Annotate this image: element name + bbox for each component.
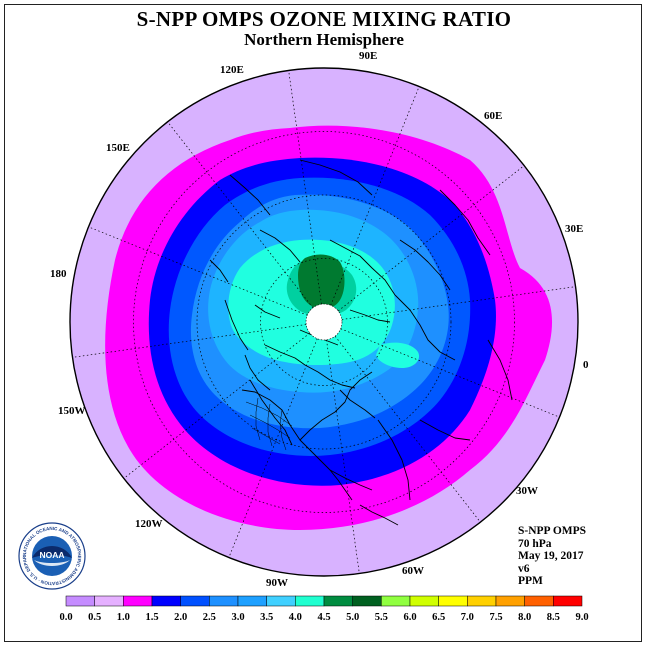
meridian-line	[330, 86, 420, 306]
colorbar-tick-label: 7.5	[489, 612, 502, 623]
colorbar-tick-label: 8.0	[518, 612, 531, 623]
colorbar-swatches	[65, 595, 583, 607]
colorbar-tick-label: 2.0	[174, 612, 187, 623]
polar-no-data-region	[305, 303, 343, 341]
colorbar-tick-label: 5.0	[346, 612, 359, 623]
colorbar-swatch	[65, 595, 95, 607]
longitude-label-90w: 90W	[266, 577, 288, 589]
graticule	[72, 70, 576, 574]
colorbar-swatch	[495, 595, 525, 607]
colorbar-tick-label: 5.5	[375, 612, 388, 623]
meridian-line	[340, 328, 560, 418]
colorbar-tick-label: 3.0	[231, 612, 244, 623]
colorbar-swatch	[438, 595, 468, 607]
colorbar-swatch	[209, 595, 239, 607]
meridian-line	[88, 226, 308, 316]
colorbar-swatch	[295, 595, 325, 607]
colorbar-tick-labels: 0.0 0.5 1.0 1.5 2.0 2.5 3.0 3.5 4.0 4.5 5.0 5.5 6.0 6…	[59, 612, 588, 623]
longitude-label-90e: 90E	[359, 50, 378, 62]
longitude-label-30w: 30W	[516, 485, 538, 497]
colorbar-tick-label: 0.0	[59, 612, 72, 623]
colorbar-swatch	[352, 595, 382, 607]
colorbar-swatch	[266, 595, 296, 607]
colorbar-swatch	[553, 595, 583, 607]
longitude-label-60w: 60W	[402, 565, 424, 577]
colorbar-tick-label: 0.5	[88, 612, 101, 623]
figure-title: S-NPP OMPS OZONE MIXING RATIO	[136, 7, 512, 31]
ozone-bin-5-0	[298, 254, 345, 310]
colorbar-tick-label: 2.5	[203, 612, 216, 623]
colorbar-tick-label: 3.5	[260, 612, 273, 623]
pressure-level-label: 70 hPa	[518, 537, 552, 550]
hemisphere-boundary	[69, 67, 579, 577]
meridian-line	[167, 121, 314, 309]
metadata-block: S-NPP OMPS 70 hPa May 19, 2017 v6 PPM	[518, 525, 586, 588]
colorbar-swatch	[381, 595, 411, 607]
colorbar-tick-label: 1.0	[117, 612, 130, 623]
instrument-label: S-NPP OMPS	[518, 525, 587, 537]
colorbar-tick-label: 6.0	[403, 612, 416, 623]
meridian-line	[337, 165, 525, 312]
us-state-grid	[245, 397, 293, 451]
colorbar-swatch	[123, 595, 153, 607]
longitude-label-150w: 150W	[58, 405, 86, 417]
longitude-label-120e: 120E	[220, 64, 244, 76]
latitude-circle	[133, 131, 515, 513]
colorbar-tick-label: 6.5	[432, 612, 445, 623]
colorbar-tick-label: 4.5	[317, 612, 330, 623]
figure-subtitle: Northern Hemisphere	[244, 30, 404, 49]
meridian-line	[228, 338, 318, 558]
colorbar-swatch	[409, 595, 439, 607]
colorbar-tick-label: 4.0	[289, 612, 302, 623]
meridian-line	[72, 324, 307, 358]
colorbar-swatch	[94, 595, 124, 607]
longitude-label-120w: 120W	[135, 518, 163, 530]
colorbar-swatch	[467, 595, 497, 607]
longitude-label-0: 0	[583, 359, 589, 371]
noaa-logo: NATIONAL OCEANIC AND ATMOSPHERIC ADMINIS…	[18, 522, 86, 590]
logo-wordmark: NOAA	[39, 550, 64, 560]
latitude-circle	[260, 258, 388, 386]
coastline-outline	[209, 159, 513, 526]
colorbar-tick-label: 9.0	[575, 612, 588, 623]
date-label: May 19, 2017	[518, 550, 584, 562]
version-label: v6	[518, 562, 530, 575]
colorbar-swatch	[180, 595, 210, 607]
meridian-line	[123, 332, 311, 479]
meridian-line	[334, 335, 481, 523]
colorbar-swatch	[524, 595, 554, 607]
colorbar-tick-label: 7.0	[461, 612, 474, 623]
meridian-line	[326, 339, 360, 574]
colorbar-swatch	[151, 595, 181, 607]
colorbar-swatch	[237, 595, 267, 607]
meridian-line	[288, 70, 322, 305]
ozone-bin-4-0-patch	[376, 342, 420, 368]
longitude-label-180: 180	[50, 268, 67, 280]
longitude-label-60e: 60E	[484, 110, 503, 122]
latitude-circle	[196, 194, 452, 450]
colorbar-swatch	[323, 595, 353, 607]
longitude-label-150e: 150E	[106, 142, 130, 154]
longitude-label-30e: 30E	[565, 223, 584, 235]
colorbar-tick-label: 8.5	[547, 612, 560, 623]
meridian-line	[341, 286, 576, 320]
colorbar: 0.0 0.5 1.0 1.5 2.0 2.5 3.0 3.5 4.0 4.5 5.0 5.5 6.0 6…	[59, 595, 589, 623]
colorbar-tick-label: 1.5	[145, 612, 158, 623]
units-label: PPM	[518, 575, 543, 587]
